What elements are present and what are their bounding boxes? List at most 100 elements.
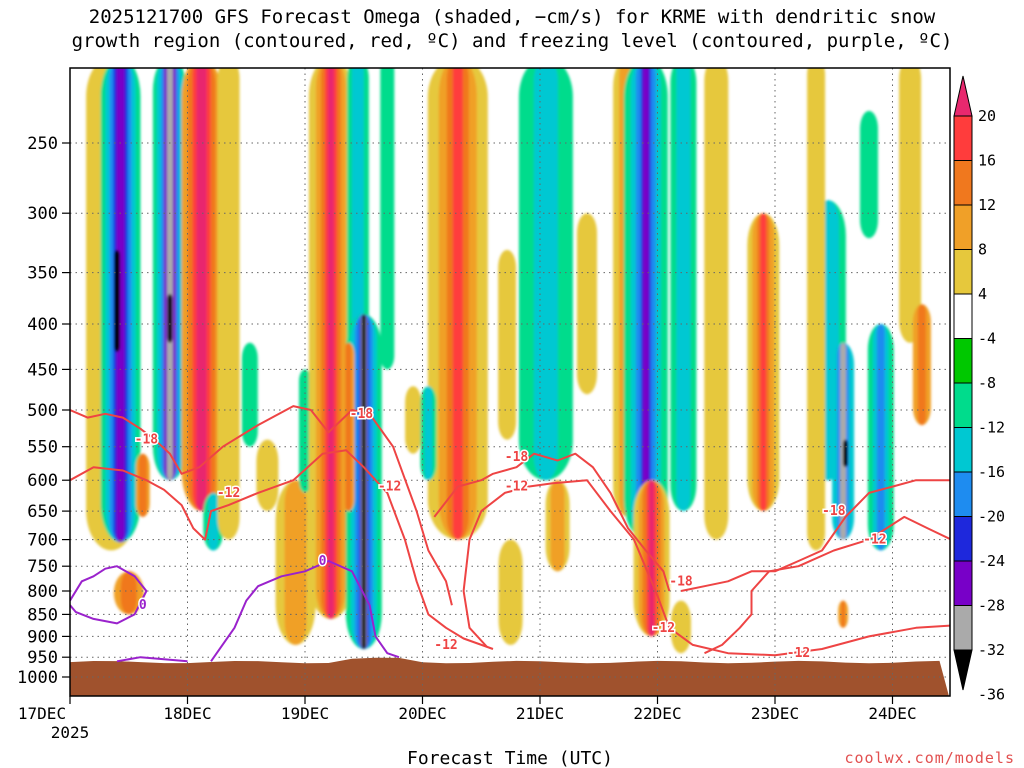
colorbar-segment <box>953 293 973 339</box>
x-tick-label: 17DEC <box>18 704 66 723</box>
contour-freezing-low <box>116 656 188 663</box>
omega-cell <box>704 68 729 540</box>
omega-cell <box>327 68 334 619</box>
contour-label: 0 <box>319 554 327 569</box>
colorbar: 20 16 12 8 4 -4 -8 -12 -16 -20 -24 -28 -32 -36 <box>953 75 1005 704</box>
omega-cell <box>405 386 422 454</box>
omega-cell <box>550 480 565 572</box>
y-tick-label: 250 <box>27 134 58 154</box>
x-tick-label: 23DEC <box>751 704 799 723</box>
y-tick-label: 750 <box>27 557 58 577</box>
colorbar-segment <box>953 516 973 562</box>
terrain-surface <box>70 657 949 696</box>
contour-minus18 <box>70 405 453 606</box>
colorbar-label: 8 <box>978 241 987 259</box>
omega-cell <box>196 68 207 511</box>
colorbar-label: -16 <box>978 463 1005 481</box>
y-tick-label: 650 <box>27 502 58 522</box>
omega-cell <box>840 342 847 540</box>
chart-title-line-1: 2025121700 GFS Forecast Omega (shaded, −… <box>88 6 936 28</box>
omega-cell <box>760 213 767 511</box>
grid-lines <box>70 68 950 696</box>
contour-label: -18 <box>135 433 159 448</box>
colorbar-label: 16 <box>978 152 996 170</box>
x-tick-label: 18DEC <box>163 704 211 723</box>
y-tick-label: 500 <box>27 401 58 421</box>
contour-label: -12 <box>863 533 886 548</box>
contour-label: -12 <box>787 646 810 661</box>
x-tick-label: 24DEC <box>868 704 916 723</box>
contour-label: -18 <box>822 504 846 519</box>
colorbar-segment <box>953 382 973 428</box>
omega-cell <box>208 492 219 551</box>
y-tick-label: 300 <box>27 204 58 224</box>
omega-cell <box>899 68 922 343</box>
colorbar-segment <box>953 160 973 206</box>
contour-label: -12 <box>217 486 240 501</box>
y-tick-label: 700 <box>27 531 58 551</box>
omega-cell <box>642 68 649 540</box>
omega-cell <box>498 249 517 440</box>
omega-cell <box>345 342 352 511</box>
y-tick-label: 400 <box>27 315 58 335</box>
omega-cell <box>876 324 885 551</box>
omega-cell <box>807 68 826 551</box>
colorbar-label: -20 <box>978 508 1005 526</box>
colorbar-label: 20 <box>978 107 996 125</box>
omega-cell <box>116 68 125 543</box>
colorbar-label: -32 <box>978 641 1005 659</box>
omega-cell <box>167 294 173 343</box>
x-tick-label: 21DEC <box>516 704 564 723</box>
omega-cell <box>577 213 597 395</box>
x-axis-title: Forecast Time (UTC) <box>407 748 613 768</box>
contour-freezing-west <box>70 565 148 625</box>
chart-title-line-2: growth region (contoured, red, ºC) and f… <box>71 30 953 52</box>
omega-cell <box>917 304 926 426</box>
contour-label: -18 <box>350 407 374 422</box>
omega-cell <box>120 571 137 615</box>
colorbar-label: -8 <box>978 374 996 392</box>
omega-cell <box>860 110 878 239</box>
y-tick-label: 900 <box>27 627 58 647</box>
contour-label: 0 <box>139 598 147 613</box>
x-tick-label: 19DEC <box>281 704 329 723</box>
contour-minus12-mid <box>462 479 950 657</box>
omega-cell <box>533 68 558 481</box>
colorbar-label: -28 <box>978 597 1005 615</box>
contour-label: -12 <box>505 480 528 495</box>
omega-cell <box>380 68 395 370</box>
omega-cell <box>676 68 691 511</box>
contour-lines: -18 -12 -18 -12 -18 -12 -18 -12 -12 -12 -18 -12 0 0 <box>70 405 950 663</box>
plot-area: -18 -12 -18 -12 -18 -12 -18 -12 -12 -12 -18 -12 0 0 <box>70 68 950 696</box>
y-tick-label: 1000 <box>17 668 58 688</box>
colorbar-label: -36 <box>978 686 1005 704</box>
y-tick-label: 950 <box>27 648 58 668</box>
omega-cell <box>452 68 463 540</box>
colorbar-segment <box>953 605 973 651</box>
colorbar-segment <box>953 249 973 295</box>
colorbar-arrow-bottom <box>953 649 973 691</box>
contour-minus12-east <box>704 515 950 655</box>
omega-cell <box>241 342 258 447</box>
colorbar-label: 4 <box>978 285 987 303</box>
y-tick-label: 550 <box>27 438 58 458</box>
colorbar-label: -4 <box>978 330 996 348</box>
contour-minus18-east <box>680 479 950 592</box>
omega-cell <box>841 600 846 628</box>
colorbar-arrow-top <box>953 75 973 117</box>
colorbar-segment <box>953 471 973 517</box>
x-tick-label: 20DEC <box>398 704 446 723</box>
plot-frame <box>69 67 951 697</box>
colorbar-segment <box>953 560 973 606</box>
y-tick-label: 600 <box>27 471 58 491</box>
y-tick-label: 350 <box>27 264 58 284</box>
omega-cell <box>843 439 848 468</box>
omega-cell <box>498 539 523 645</box>
terrain-fill <box>70 657 949 696</box>
omega-shading <box>86 68 931 654</box>
contour-label: -12 <box>378 480 401 495</box>
colorbar-label: -24 <box>978 552 1005 570</box>
x-tick-label: 22DEC <box>633 704 681 723</box>
colorbar-segment <box>953 427 973 473</box>
